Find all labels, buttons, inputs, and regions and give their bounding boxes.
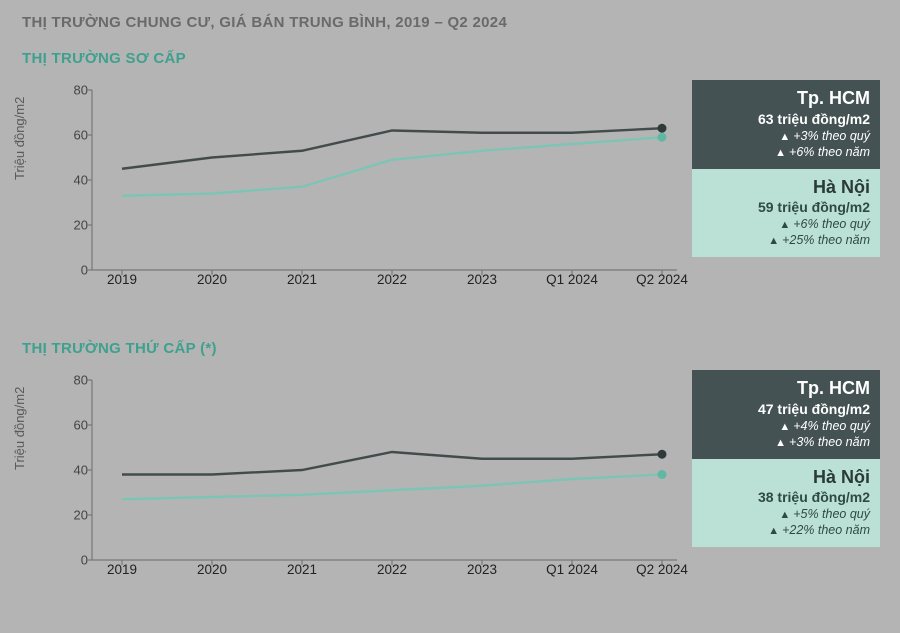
card-price: 47 triệu đồng/m2	[702, 401, 870, 417]
y-axis-ticks: 020406080	[58, 90, 88, 270]
secondary-market-chart: THỊ TRƯỜNG THỨ CẤP (*) Triệu đồng/m2 0 20…	[0, 340, 900, 610]
x-tick-label: Q1 2024	[546, 272, 598, 287]
card-delta-year: ▲+25% theo năm	[702, 233, 870, 247]
x-tick-label: 2023	[467, 272, 497, 287]
y-tick-label: 20	[58, 508, 88, 523]
x-axis-ticks: 20192020202120222023Q1 2024Q2 2024	[92, 272, 677, 292]
info-cards: Tp. HCM 63 triệu đồng/m2 ▲+3% theo quý ▲…	[692, 80, 880, 257]
x-tick-label: 2021	[287, 272, 317, 287]
card-city: Tp. HCM	[702, 378, 870, 400]
triangle-up-icon: ▲	[775, 147, 786, 159]
y-axis-ticks: 020406080	[58, 380, 88, 560]
card-city: Hà Nội	[702, 467, 870, 489]
x-tick-label: 2019	[107, 272, 137, 287]
x-tick-label: 2022	[377, 562, 407, 577]
card-price: 63 triệu đồng/m2	[702, 111, 870, 127]
y-tick-label: 0	[58, 553, 88, 568]
x-tick-label: 2019	[107, 562, 137, 577]
card-delta-year: ▲+22% theo năm	[702, 523, 870, 537]
triangle-up-icon: ▲	[779, 131, 790, 143]
y-tick-label: 60	[58, 128, 88, 143]
x-tick-label: Q2 2024	[636, 562, 688, 577]
page-title: THỊ TRƯỜNG CHUNG CƯ, GIÁ BÁN TRUNG BÌNH,…	[22, 14, 507, 31]
chart-subtitle: THỊ TRƯỜNG SƠ CẤP	[22, 50, 186, 67]
y-tick-label: 60	[58, 418, 88, 433]
y-tick-label: 40	[58, 463, 88, 478]
card-delta-quarter: ▲+6% theo quý	[702, 217, 870, 231]
card-delta-quarter: ▲+5% theo quý	[702, 507, 870, 521]
x-tick-label: 2021	[287, 562, 317, 577]
info-card-hcm: Tp. HCM 47 triệu đồng/m2 ▲+4% theo quý ▲…	[692, 370, 880, 459]
card-price: 59 triệu đồng/m2	[702, 199, 870, 215]
y-axis-label: Triệu đồng/m2	[12, 387, 27, 470]
y-tick-label: 80	[58, 83, 88, 98]
chart-plot-area	[92, 380, 677, 560]
card-price: 38 triệu đồng/m2	[702, 489, 870, 505]
y-axis-label: Triệu đồng/m2	[12, 97, 27, 180]
triangle-up-icon: ▲	[768, 235, 779, 247]
card-delta-quarter: ▲+4% theo quý	[702, 419, 870, 433]
info-card-hanoi: Hà Nội 38 triệu đồng/m2 ▲+5% theo quý ▲+…	[692, 459, 880, 548]
x-tick-label: 2020	[197, 562, 227, 577]
x-tick-label: Q2 2024	[636, 272, 688, 287]
x-tick-label: 2022	[377, 272, 407, 287]
info-card-hcm: Tp. HCM 63 triệu đồng/m2 ▲+3% theo quý ▲…	[692, 80, 880, 169]
triangle-up-icon: ▲	[779, 509, 790, 521]
info-card-hanoi: Hà Nội 59 triệu đồng/m2 ▲+6% theo quý ▲+…	[692, 169, 880, 258]
info-cards: Tp. HCM 47 triệu đồng/m2 ▲+4% theo quý ▲…	[692, 370, 880, 547]
card-delta-year: ▲+6% theo năm	[702, 145, 870, 159]
x-tick-label: 2020	[197, 272, 227, 287]
primary-market-chart: THỊ TRƯỜNG SƠ CẤP Triệu đồng/m2 0 20 40 60 8…	[0, 50, 900, 320]
triangle-up-icon: ▲	[775, 437, 786, 449]
y-tick-label: 20	[58, 218, 88, 233]
triangle-up-icon: ▲	[779, 219, 790, 231]
y-tick-label: 0	[58, 263, 88, 278]
card-city: Tp. HCM	[702, 88, 870, 110]
y-tick-label: 40	[58, 173, 88, 188]
x-axis-ticks: 20192020202120222023Q1 2024Q2 2024	[92, 562, 677, 582]
card-delta-year: ▲+3% theo năm	[702, 435, 870, 449]
chart-plot-area	[92, 90, 677, 270]
card-delta-quarter: ▲+3% theo quý	[702, 129, 870, 143]
triangle-up-icon: ▲	[768, 525, 779, 537]
triangle-up-icon: ▲	[779, 421, 790, 433]
card-city: Hà Nội	[702, 177, 870, 199]
chart-subtitle: THỊ TRƯỜNG THỨ CẤP (*)	[22, 340, 217, 357]
x-tick-label: 2023	[467, 562, 497, 577]
y-tick-label: 80	[58, 373, 88, 388]
x-tick-label: Q1 2024	[546, 562, 598, 577]
